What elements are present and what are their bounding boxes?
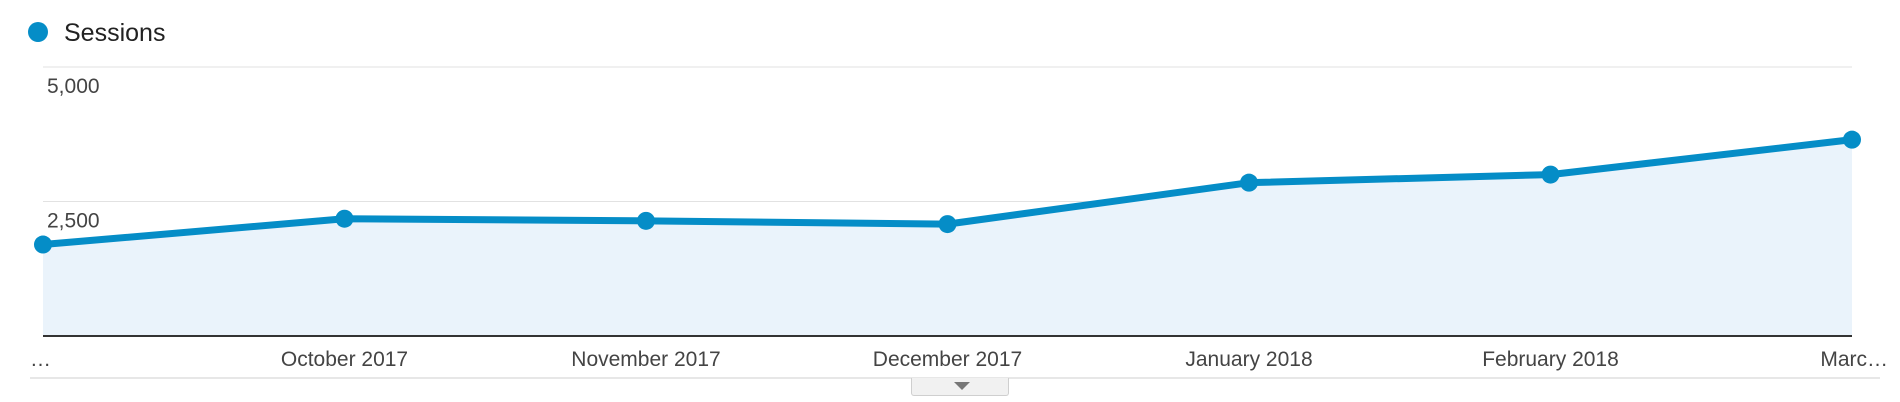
y-tick-label: 2,500 <box>47 210 100 233</box>
expand-chart-button[interactable] <box>911 378 1009 396</box>
y-axis-ticks: 2,500 5,000 <box>47 75 100 233</box>
x-tick-label: November 2017 <box>571 348 720 371</box>
data-point[interactable] <box>1541 165 1560 184</box>
data-point[interactable] <box>637 211 655 230</box>
data-points <box>34 130 1861 254</box>
y-tick-label: 5,000 <box>47 75 100 98</box>
data-point[interactable] <box>1240 173 1258 192</box>
x-tick-label: … <box>30 348 51 371</box>
legend[interactable]: Sessions <box>28 19 165 47</box>
sessions-area <box>43 139 1852 336</box>
data-point[interactable] <box>938 215 957 234</box>
legend-marker-sessions <box>28 22 48 42</box>
x-tick-label: January 2018 <box>1185 348 1312 371</box>
x-tick-label: Marc… <box>1820 348 1888 371</box>
data-point[interactable] <box>335 209 354 228</box>
x-axis-ticks: … October 2017 November 2017 December 2017 J… <box>30 348 1888 371</box>
data-point[interactable] <box>1843 130 1861 149</box>
data-point[interactable] <box>34 235 52 254</box>
legend-label-sessions: Sessions <box>64 19 165 47</box>
x-tick-label: December 2017 <box>873 348 1022 371</box>
chevron-down-icon <box>954 382 970 390</box>
x-tick-label: February 2018 <box>1482 348 1619 371</box>
x-tick-label: October 2017 <box>281 348 408 371</box>
